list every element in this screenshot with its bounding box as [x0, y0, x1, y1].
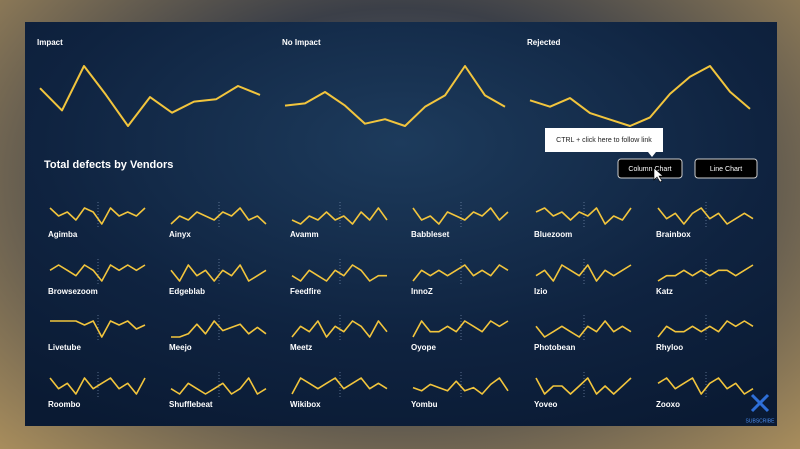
- sparkline: [170, 207, 267, 225]
- vendor-name: Izio: [534, 287, 547, 296]
- tooltip-arrow: [648, 152, 656, 157]
- sparkline: [291, 264, 387, 282]
- sparkline: [535, 320, 632, 338]
- cursor: [653, 167, 664, 183]
- sparkline: [412, 377, 509, 395]
- sparkline: [535, 207, 632, 225]
- sparkline: [291, 207, 388, 225]
- sparkline: [535, 377, 632, 395]
- vendor-name: Photobean: [534, 343, 575, 352]
- vendor-name: Livetube: [48, 343, 81, 352]
- sparkline: [170, 377, 267, 395]
- button-label[interactable]: Column Chart: [628, 166, 671, 173]
- sparkline: [291, 320, 388, 338]
- panel-title: Impact: [37, 38, 63, 47]
- sparkline: [657, 207, 754, 225]
- vendor-name: Shufflebeat: [169, 400, 213, 409]
- sparkline: [50, 320, 146, 338]
- vendor-name: Roombo: [48, 400, 81, 409]
- sparkline: [657, 320, 754, 338]
- subscribe-badge: SUBSCRIBE: [746, 393, 776, 424]
- sparkline: [39, 65, 261, 127]
- sparkline: [412, 207, 509, 225]
- sparkline: [535, 264, 632, 282]
- sparkline: [49, 264, 146, 282]
- vendor-name: Babbleset: [411, 230, 450, 239]
- panel-title: Rejected: [527, 38, 560, 47]
- panel-title: No Impact: [282, 38, 321, 47]
- vendor-name: Ainyx: [169, 230, 191, 239]
- sparkline: [529, 65, 751, 127]
- tooltip: [545, 128, 663, 152]
- vendor-name: Bluezoom: [534, 230, 572, 239]
- vendor-name: Agimba: [48, 230, 78, 239]
- vendor-name: Meejo: [169, 343, 192, 352]
- tooltip-text: CTRL + click here to follow link: [556, 137, 652, 144]
- badge-icon: [750, 393, 770, 413]
- button[interactable]: [694, 158, 758, 179]
- vendor-name: Oyope: [411, 343, 436, 352]
- sparkline: [657, 264, 754, 282]
- sparkline: [284, 65, 506, 127]
- badge-text: SUBSCRIBE: [746, 418, 776, 424]
- vendor-name: Feedfire: [290, 287, 322, 296]
- vendor-name: Yombu: [411, 400, 438, 409]
- vendor-name: Wikibox: [290, 400, 321, 409]
- vendor-name: InnoZ: [411, 287, 433, 296]
- sparkline: [171, 320, 267, 338]
- button[interactable]: [617, 158, 683, 179]
- section-title: Total defects by Vendors: [44, 159, 173, 171]
- vendor-name: Zooxo: [656, 400, 680, 409]
- sparkline: [49, 207, 146, 225]
- button-label[interactable]: Line Chart: [710, 166, 742, 173]
- vendor-name: Yoveo: [534, 400, 558, 409]
- vendor-name: Avamm: [290, 230, 319, 239]
- sparkline: [49, 377, 146, 395]
- sparkline: [170, 264, 267, 282]
- vendor-name: Meetz: [290, 343, 312, 352]
- vendor-name: Katz: [656, 287, 673, 296]
- vendor-name: Browsezoom: [48, 287, 98, 296]
- sparkline: [291, 377, 388, 395]
- sparkline: [657, 377, 754, 395]
- vendor-name: Edgeblab: [169, 287, 205, 296]
- sparkline: [412, 320, 509, 338]
- vendor-name: Brainbox: [656, 230, 691, 239]
- sparkline: [412, 264, 509, 282]
- vendor-name: Rhyloo: [656, 343, 683, 352]
- report-canvas: [25, 22, 777, 426]
